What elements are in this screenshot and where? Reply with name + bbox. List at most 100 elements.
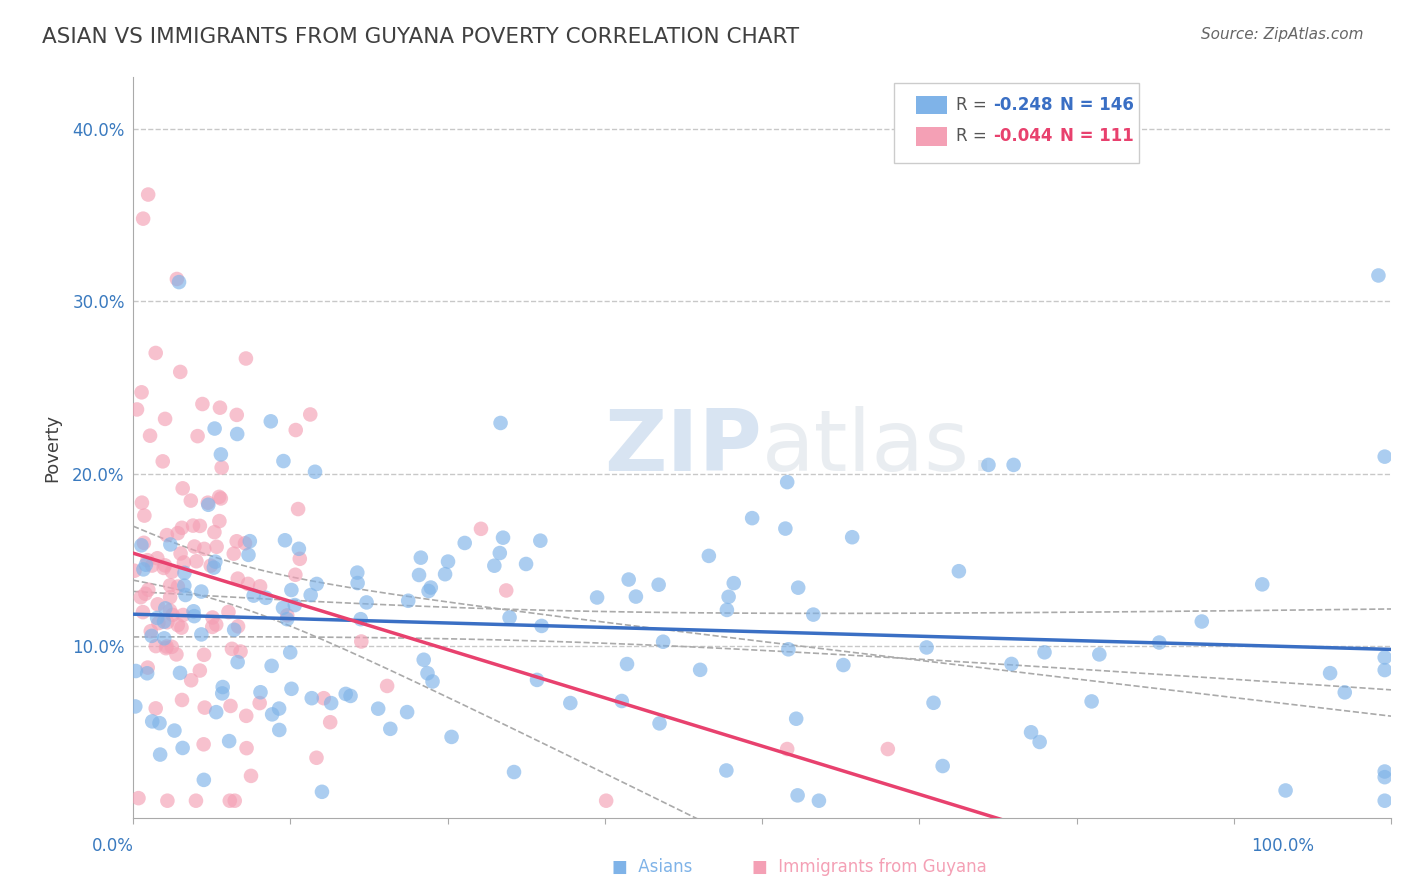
- Point: [249, 579, 271, 593]
- Point: [922, 696, 945, 710]
- Point: [208, 490, 231, 504]
- Point: [186, 554, 208, 568]
- Point: [139, 428, 162, 442]
- Point: [136, 582, 159, 597]
- Point: [1002, 458, 1025, 472]
- Point: [776, 475, 799, 489]
- Point: [233, 536, 256, 550]
- Point: [489, 416, 512, 430]
- Point: [311, 785, 333, 799]
- Point: [335, 687, 357, 701]
- Point: [434, 567, 457, 582]
- Point: [225, 408, 247, 422]
- Point: [152, 561, 174, 575]
- Point: [183, 604, 205, 618]
- Text: N = 111: N = 111: [1060, 127, 1133, 145]
- Point: [124, 564, 146, 578]
- Point: [197, 498, 219, 512]
- Point: [741, 511, 763, 525]
- Point: [219, 698, 242, 713]
- Point: [218, 794, 240, 808]
- Point: [132, 211, 155, 226]
- Point: [408, 568, 430, 582]
- Point: [284, 567, 307, 582]
- Point: [280, 582, 302, 597]
- Point: [156, 640, 179, 654]
- Point: [134, 508, 156, 523]
- Point: [193, 541, 215, 556]
- Point: [226, 655, 249, 669]
- Point: [153, 558, 176, 573]
- Point: [190, 584, 212, 599]
- Point: [267, 701, 290, 715]
- Point: [204, 555, 226, 569]
- Point: [807, 794, 830, 808]
- Point: [284, 423, 307, 437]
- Text: Source: ZipAtlas.com: Source: ZipAtlas.com: [1201, 27, 1364, 42]
- Point: [346, 566, 368, 580]
- Point: [132, 536, 155, 550]
- Point: [375, 679, 398, 693]
- Point: [173, 566, 195, 580]
- Text: 0.0%: 0.0%: [91, 837, 134, 855]
- Point: [1274, 783, 1296, 797]
- Point: [1374, 764, 1396, 779]
- Point: [254, 591, 277, 605]
- Point: [785, 712, 807, 726]
- Point: [169, 665, 191, 680]
- Point: [146, 551, 169, 566]
- Point: [141, 629, 163, 643]
- Point: [141, 558, 163, 573]
- Text: R =: R =: [956, 127, 991, 145]
- Point: [188, 519, 211, 533]
- Point: [484, 558, 506, 573]
- Point: [595, 794, 617, 808]
- Point: [229, 644, 252, 658]
- Point: [319, 715, 342, 730]
- Point: [262, 707, 284, 722]
- Point: [786, 789, 808, 803]
- Point: [454, 536, 477, 550]
- Point: [209, 447, 232, 461]
- Point: [162, 607, 184, 622]
- Point: [841, 530, 863, 544]
- Point: [350, 634, 373, 648]
- Point: [1374, 650, 1396, 665]
- Point: [205, 617, 228, 632]
- Point: [172, 607, 194, 622]
- Point: [560, 696, 582, 710]
- Point: [226, 619, 249, 633]
- Point: [716, 764, 738, 778]
- Point: [156, 615, 179, 630]
- Text: ASIAN VS IMMIGRANTS FROM GUYANA POVERTY CORRELATION CHART: ASIAN VS IMMIGRANTS FROM GUYANA POVERTY …: [42, 27, 799, 46]
- Point: [194, 700, 217, 714]
- Point: [249, 696, 271, 710]
- Point: [160, 640, 183, 654]
- Point: [616, 657, 638, 671]
- Point: [193, 772, 215, 787]
- Point: [422, 674, 444, 689]
- Point: [276, 612, 298, 626]
- Point: [145, 346, 167, 360]
- Text: 100.0%: 100.0%: [1251, 837, 1315, 855]
- Point: [180, 673, 202, 688]
- Point: [488, 546, 510, 560]
- Point: [136, 553, 159, 567]
- Point: [174, 588, 197, 602]
- Point: [165, 648, 187, 662]
- Point: [167, 275, 190, 289]
- Point: [526, 673, 548, 687]
- Point: [125, 402, 148, 417]
- Point: [209, 491, 232, 506]
- Point: [1080, 694, 1102, 708]
- Point: [180, 493, 202, 508]
- Text: atlas.: atlas.: [762, 406, 997, 489]
- Point: [159, 591, 181, 605]
- Point: [503, 765, 526, 780]
- Point: [131, 496, 153, 510]
- Point: [287, 502, 309, 516]
- Point: [530, 619, 553, 633]
- Point: [288, 541, 311, 556]
- Point: [145, 639, 167, 653]
- Point: [205, 540, 228, 554]
